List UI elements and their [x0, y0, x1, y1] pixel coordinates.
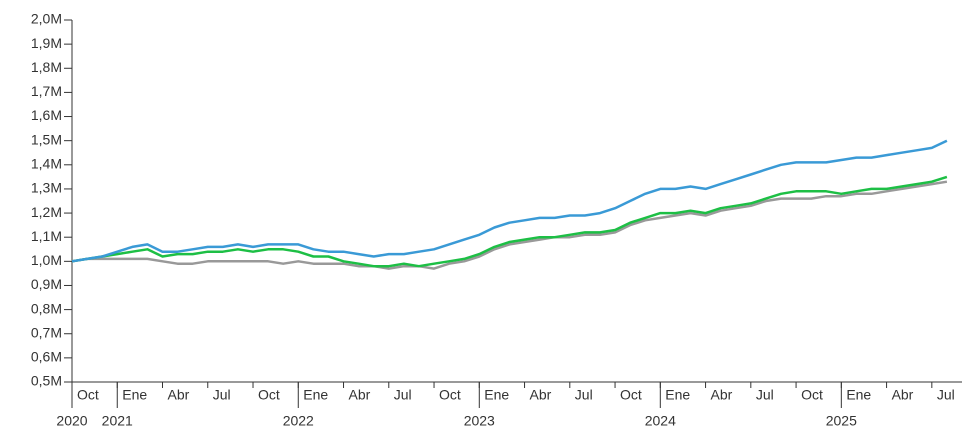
x-tick-label: Ene: [846, 387, 871, 403]
year-label: 2020: [56, 413, 87, 429]
x-tick-label: Ene: [665, 387, 690, 403]
y-tick-label: 2,0M: [31, 11, 62, 27]
x-tick-label: Ene: [122, 387, 147, 403]
y-tick-label: 1,7M: [31, 83, 62, 99]
series-line: [71, 175, 948, 268]
y-tick-label: 1,3M: [31, 180, 62, 196]
year-label: 2025: [826, 413, 857, 429]
x-tick-label: Abr: [530, 387, 552, 403]
y-tick-label: 1,4M: [31, 156, 62, 172]
x-tick-label: Abr: [349, 387, 371, 403]
x-tick-label: Ene: [484, 387, 509, 403]
x-tick-label: Oct: [620, 387, 642, 403]
y-tick-label: 0,6M: [31, 349, 62, 365]
y-tick-label: 1,1M: [31, 228, 62, 244]
x-tick-label: Abr: [892, 387, 914, 403]
y-tick-label: 0,9M: [31, 276, 62, 292]
y-tick-label: 1,0M: [31, 252, 62, 268]
x-tick-label: Oct: [801, 387, 823, 403]
y-tick-label: 0,7M: [31, 324, 62, 340]
series-line: [71, 139, 948, 263]
y-tick-label: 0,8M: [31, 300, 62, 316]
x-tick-label: Jul: [575, 387, 593, 403]
y-tick-label: 1,5M: [31, 131, 62, 147]
x-tick-label: Ene: [303, 387, 328, 403]
x-tick-label: Oct: [258, 387, 280, 403]
year-label: 2022: [283, 413, 314, 429]
y-tick-label: 1,2M: [31, 204, 62, 220]
y-tick-label: 0,5M: [31, 373, 62, 389]
x-tick-label: Jul: [213, 387, 231, 403]
x-tick-label: Jul: [756, 387, 774, 403]
x-tick-label: Abr: [711, 387, 733, 403]
x-tick-label: Abr: [168, 387, 190, 403]
x-tick-label: Jul: [394, 387, 412, 403]
x-tick-label: Jul: [937, 387, 955, 403]
year-label: 2021: [102, 413, 133, 429]
y-tick-label: 1,8M: [31, 59, 62, 75]
year-label: 2023: [464, 413, 495, 429]
x-tick-label: Oct: [439, 387, 461, 403]
y-tick-label: 1,9M: [31, 35, 62, 51]
y-tick-label: 1,6M: [31, 107, 62, 123]
series-line: [71, 180, 948, 270]
year-label: 2024: [645, 413, 676, 429]
x-tick-label: Oct: [77, 387, 99, 403]
